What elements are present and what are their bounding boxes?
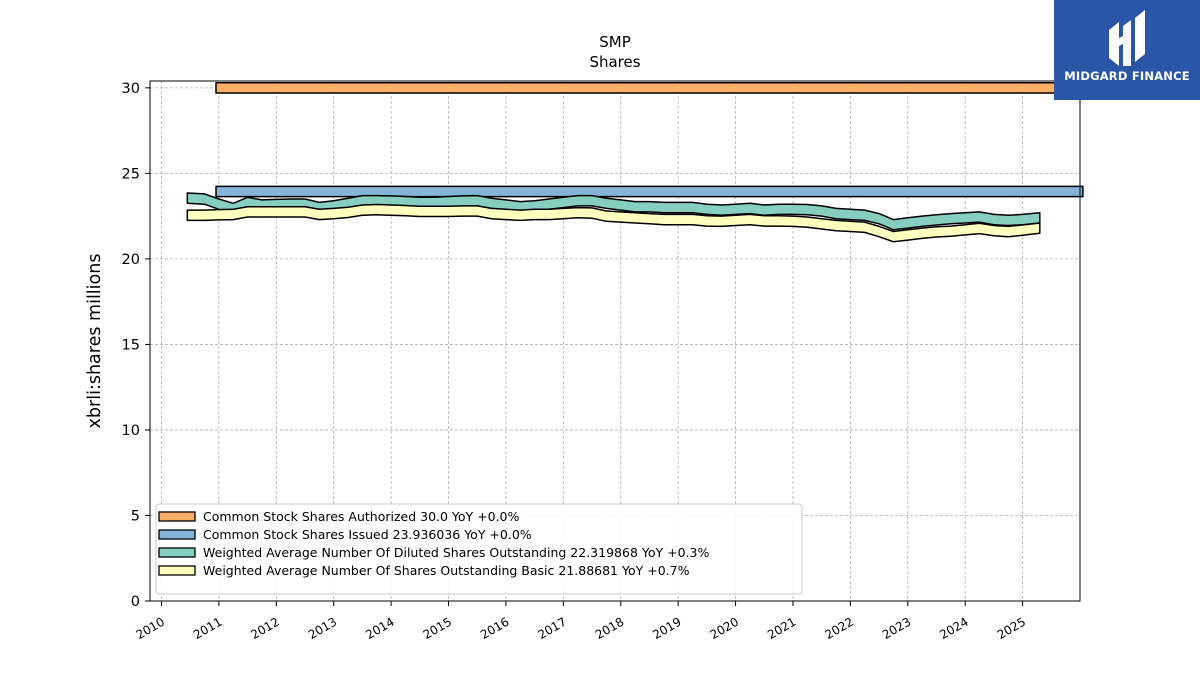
y-axis: 0 5 10 15 20 25 30 bbox=[122, 81, 150, 610]
y-axis-label: xbrli:shares millions bbox=[85, 254, 105, 429]
y-tick-label: 0 bbox=[131, 594, 140, 610]
series-band-0 bbox=[215, 81, 1084, 94]
chart-title: SMP bbox=[599, 33, 631, 51]
grid-lines bbox=[150, 81, 1080, 602]
chart-subtitle: Shares bbox=[589, 53, 640, 71]
legend: Common Stock Shares Authorized 30.0 YoY … bbox=[155, 503, 803, 595]
series-band-3 bbox=[186, 203, 1041, 243]
y-tick-label: 30 bbox=[122, 81, 140, 97]
legend-entry-0: Common Stock Shares Authorized 30.0 YoY … bbox=[203, 509, 520, 524]
legend-entry-3: Weighted Average Number Of Shares Outsta… bbox=[203, 563, 690, 578]
y-tick-label: 15 bbox=[122, 337, 140, 353]
legend-entry-2: Weighted Average Number Of Diluted Share… bbox=[203, 545, 709, 560]
legend-entry-1: Common Stock Shares Issued 23.936036 YoY… bbox=[203, 527, 532, 542]
legend-box bbox=[155, 503, 803, 595]
y-tick-label: 25 bbox=[122, 166, 140, 182]
plot-frame bbox=[149, 80, 1081, 602]
legend-swatch-1 bbox=[158, 529, 196, 540]
y-tick-label: 10 bbox=[122, 423, 140, 439]
legend-swatch-0 bbox=[158, 511, 196, 522]
y-tick-label: 5 bbox=[131, 508, 140, 524]
series-band-1 bbox=[215, 185, 1084, 198]
midgard-finance-logo: MIDGARD FINANCE bbox=[1054, 0, 1200, 100]
legend-swatch-2 bbox=[158, 547, 196, 558]
logo-text: MIDGARD FINANCE bbox=[1064, 69, 1190, 83]
y-tick-label: 20 bbox=[122, 252, 140, 268]
logo-mark-icon bbox=[1109, 10, 1145, 66]
legend-swatch-3 bbox=[158, 565, 196, 576]
